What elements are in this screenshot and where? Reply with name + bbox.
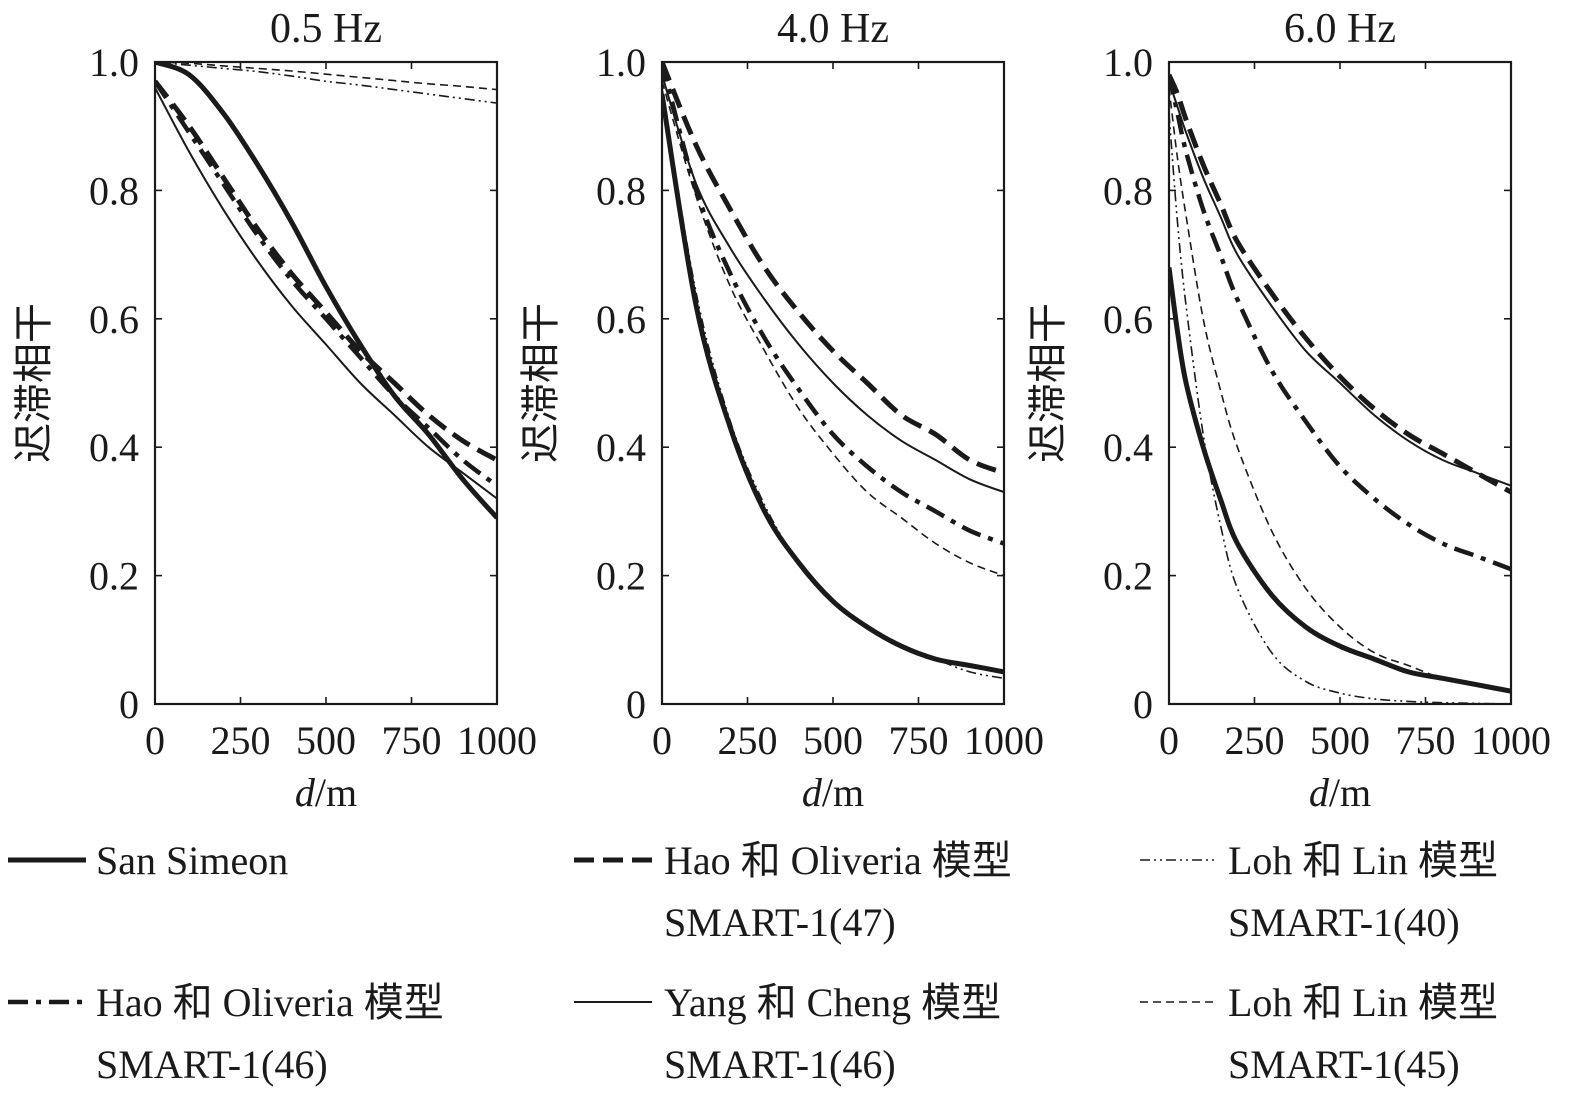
plot-frame [1167, 60, 1513, 706]
x-tick-label: 250 [211, 718, 271, 763]
plot-frame [153, 60, 499, 706]
x-tick-label: 750 [1396, 718, 1456, 763]
legend-entry-san-simeon: San Simeon [8, 838, 288, 883]
series-line-san-simeon [155, 62, 497, 520]
series-line-hao-46 [1169, 74, 1511, 572]
legend-sublabel: SMART-1(46) [664, 1042, 896, 1087]
series-group [1169, 73, 1511, 704]
x-tick-label: 500 [1310, 718, 1370, 763]
series-line-yang-46 [155, 87, 497, 500]
series-line-yang-46 [662, 74, 1004, 494]
legend-entry-hao-46: Hao 和 Oliveria 模型 SMART-1(46) [8, 980, 444, 1087]
x-tick-label: 250 [1225, 718, 1285, 763]
legend-entry-loh-40: Loh 和 Lin 模型 SMART-1(40) [1140, 838, 1498, 945]
y-axis-label: 迟滞相干 [518, 303, 563, 463]
x-tick-label: 1000 [1471, 718, 1551, 763]
series-line-loh-45 [662, 81, 1004, 577]
legend-entry-yang-46: Yang 和 Cheng 模型 SMART-1(46) [574, 980, 1001, 1087]
y-tick-label: 0.4 [89, 425, 139, 470]
legend-sublabel: SMART-1(47) [664, 900, 896, 945]
series-line-hao-46 [662, 62, 1004, 546]
y-axis-label: 迟滞相干 [1025, 303, 1070, 463]
y-tick-label: 0.2 [596, 554, 646, 599]
x-tick-label: 500 [296, 718, 356, 763]
panel-3: 6.0 Hz 迟滞相干 0 0.2 0.4 0.6 0.8 1.0 0 250 500 750 1000… [1025, 6, 1551, 815]
x-tick-label: 0 [145, 718, 165, 763]
y-tick-label: 1.0 [1103, 40, 1153, 85]
legend-label: Loh 和 Lin 模型 [1228, 838, 1498, 883]
y-tick-label: 0.2 [89, 554, 139, 599]
x-axis-label-unit: /m [822, 770, 864, 815]
legend-entry-loh-45: Loh 和 Lin 模型 SMART-1(45) [1140, 980, 1498, 1087]
series-line-hao-47 [155, 79, 497, 463]
y-tick-label: 0.6 [596, 297, 646, 342]
x-axis-label-unit: /m [1329, 770, 1371, 815]
x-tick-label: 0 [1159, 718, 1179, 763]
series-line-loh-40 [1169, 113, 1511, 704]
panel-title: 6.0 Hz [1284, 6, 1396, 52]
series-line-yang-46 [1169, 80, 1511, 487]
y-axis-label: 迟滞相干 [11, 303, 56, 463]
y-tick-label: 1.0 [89, 40, 139, 85]
legend-label: Yang 和 Cheng 模型 [664, 980, 1001, 1025]
x-tick-label: 250 [718, 718, 778, 763]
series-line-loh-40 [155, 62, 497, 104]
series-line-san-simeon [1169, 267, 1511, 694]
x-axis-label-var: d [295, 770, 316, 815]
legend-entry-hao-47: Hao 和 Oliveria 模型 SMART-1(47) [574, 838, 1012, 945]
x-tick-label: 0 [652, 718, 672, 763]
y-tick-label: 0.8 [1103, 168, 1153, 213]
legend-label: San Simeon [96, 838, 288, 883]
legend-sublabel: SMART-1(46) [96, 1042, 328, 1087]
y-tick-label: 0.8 [89, 168, 139, 213]
legend: San Simeon Hao 和 Oliveria 模型 SMART-1(47) Lo… [8, 838, 1498, 1087]
legend-label: Hao 和 Oliveria 模型 [664, 838, 1012, 883]
legend-sublabel: SMART-1(45) [1228, 1042, 1460, 1087]
x-axis-label-var: d [1309, 770, 1330, 815]
series-line-hao-46 [155, 80, 497, 488]
x-axis-label-var: d [802, 770, 823, 815]
series-line-loh-45 [1169, 87, 1511, 692]
plot-frame [660, 60, 1006, 706]
y-tick-label: 0.8 [596, 168, 646, 213]
series-group [155, 62, 497, 520]
y-tick-label: 0.6 [1103, 297, 1153, 342]
legend-label: Loh 和 Lin 模型 [1228, 980, 1498, 1025]
x-axis-label: d/m [295, 770, 357, 815]
y-tick-label: 0 [1133, 682, 1153, 727]
panel-title: 4.0 Hz [777, 6, 889, 52]
panel-1: 0.5 Hz 迟滞相干 0 0.2 0.4 0.6 0.8 1.0 0 250 500 750 1000… [11, 6, 537, 815]
y-tick-label: 0.4 [1103, 425, 1153, 470]
legend-sublabel: SMART-1(40) [1228, 900, 1460, 945]
legend-label: Hao 和 Oliveria 模型 [96, 980, 444, 1025]
y-tick-label: 0.2 [1103, 554, 1153, 599]
x-tick-label: 750 [889, 718, 949, 763]
series-line-hao-47 [662, 62, 1004, 476]
x-axis-label: d/m [802, 770, 864, 815]
x-tick-label: 1000 [964, 718, 1044, 763]
y-tick-label: 0.4 [596, 425, 646, 470]
x-tick-label: 1000 [457, 718, 537, 763]
y-tick-label: 0 [119, 682, 139, 727]
series-line-hao-47 [1169, 73, 1511, 495]
y-tick-label: 0.6 [89, 297, 139, 342]
series-line-loh-45 [155, 62, 497, 91]
x-tick-label: 500 [803, 718, 863, 763]
y-tick-label: 1.0 [596, 40, 646, 85]
x-axis-label-unit: /m [315, 770, 357, 815]
x-tick-label: 750 [382, 718, 442, 763]
x-axis-label: d/m [1309, 770, 1371, 815]
series-group [662, 62, 1004, 680]
panel-2: 4.0 Hz 迟滞相干 0 0.2 0.4 0.6 0.8 1.0 0 250 500 750 1000… [518, 6, 1044, 815]
panel-title: 0.5 Hz [270, 6, 382, 52]
y-tick-label: 0 [626, 682, 646, 727]
